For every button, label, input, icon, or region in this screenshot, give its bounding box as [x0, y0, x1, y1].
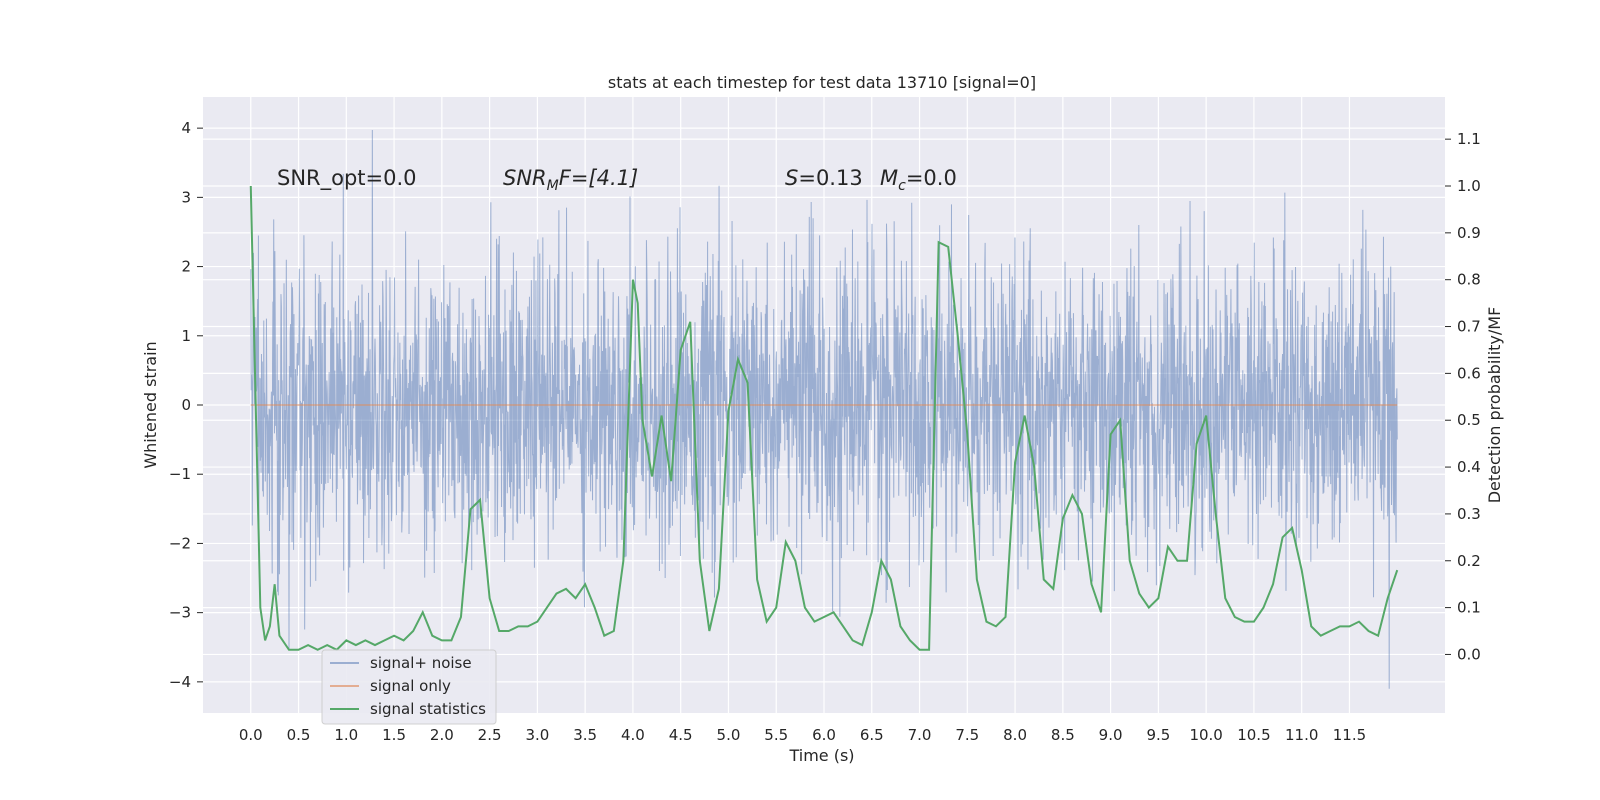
y2-tick-label: 1.0 — [1457, 177, 1481, 195]
x-tick-label: 7.0 — [908, 726, 932, 744]
legend: signal+ noise signal only signal statist… — [321, 649, 497, 725]
mc-annotation: Mc=0.0 — [880, 166, 957, 194]
y-tick-label: −3 — [169, 604, 191, 622]
x-tick-label: 4.5 — [669, 726, 693, 744]
y-tick-label: 1 — [181, 327, 191, 345]
legend-label-signal-statistics: signal statistics — [370, 700, 486, 718]
snr-opt-annotation: SNR_opt=0.0 — [277, 166, 417, 191]
x-tick-label: 10.5 — [1237, 726, 1270, 744]
x-tick-label: 3.0 — [525, 726, 549, 744]
x-tick-label: 1.5 — [382, 726, 406, 744]
signal-statistics-series — [249, 185, 1399, 651]
y2-axis-label: Detection probability/MF — [1485, 307, 1504, 504]
y2-tick-label: 0.9 — [1457, 224, 1481, 242]
x-tick-label: 3.5 — [573, 726, 597, 744]
y-tick-label: −1 — [169, 465, 191, 483]
y2-tick-label: 0.8 — [1457, 271, 1481, 289]
y-axis-label: Whitened strain — [141, 341, 160, 468]
y-tick-label: 0 — [181, 396, 191, 414]
x-tick-label: 10.0 — [1189, 726, 1222, 744]
x-tick-label: 11.0 — [1285, 726, 1318, 744]
legend-label-signal-only: signal only — [370, 677, 451, 695]
x-tick-label: 9.5 — [1146, 726, 1170, 744]
x-tick-label: 2.5 — [478, 726, 502, 744]
y2-tick-label: 0.2 — [1457, 552, 1481, 570]
x-tick-label: 11.5 — [1333, 726, 1366, 744]
y-tick-label: −4 — [169, 673, 191, 691]
y-tick-label: 2 — [181, 258, 191, 276]
chart-title: stats at each timestep for test data 137… — [608, 73, 1036, 92]
x-tick-label: 5.5 — [764, 726, 788, 744]
y2-tick-label: 0.5 — [1457, 411, 1481, 429]
y2-tick-label: 0.7 — [1457, 318, 1481, 336]
x-tick-label: 5.0 — [717, 726, 741, 744]
y2-tick-label: 0.0 — [1457, 645, 1481, 663]
x-tick-label: 6.0 — [812, 726, 836, 744]
signal-noise-line — [250, 130, 1398, 689]
y-tick-label: 4 — [181, 119, 191, 137]
y2-tick-label: 0.6 — [1457, 364, 1481, 382]
legend-label-signal-noise: signal+ noise — [370, 654, 472, 672]
signal-statistics-line — [249, 185, 1399, 651]
y-tick-labels: 4 3 2 1 0 −1 −2 −3 −4 — [169, 119, 203, 691]
y-tick-label: 3 — [181, 188, 191, 206]
x-tick-label: 2.0 — [430, 726, 454, 744]
y2-tick-label: 0.4 — [1457, 458, 1481, 476]
y-tick-label: −2 — [169, 534, 191, 552]
x-tick-label: 8.5 — [1051, 726, 1075, 744]
x-axis-label: Time (s) — [788, 746, 854, 765]
x-tick-label: 1.0 — [334, 726, 358, 744]
x-tick-label: 0.0 — [239, 726, 263, 744]
signal-noise-series — [250, 130, 1398, 689]
x-tick-label: 8.0 — [1003, 726, 1027, 744]
x-tick-label: 0.5 — [287, 726, 311, 744]
x-tick-label: 6.5 — [860, 726, 884, 744]
legend-box — [321, 649, 497, 725]
snr-mf-annotation: SNRMF=[4.1] — [503, 166, 638, 194]
x-tick-label: 7.5 — [955, 726, 979, 744]
x-tick-label: 9.0 — [1099, 726, 1123, 744]
y2-tick-label: 0.3 — [1457, 505, 1481, 523]
s-annotation: S=0.13 — [785, 166, 863, 190]
x-tick-labels: 0.0 0.5 1.0 1.5 2.0 2.5 3.0 3.5 4.0 4.5 5.0 5.5 6.0 6… — [239, 726, 1366, 744]
y2-tick-labels: 1.1 1.0 0.9 0.8 0.7 0.6 0.5 0.4 0.3 0.2 0.1 0.0 — [1445, 130, 1481, 663]
x-tick-label: 4.0 — [621, 726, 645, 744]
y2-tick-label: 1.1 — [1457, 130, 1481, 148]
y2-tick-label: 0.1 — [1457, 599, 1481, 617]
